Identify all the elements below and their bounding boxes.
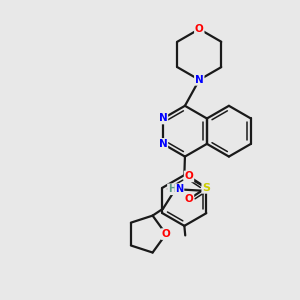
Text: O: O xyxy=(195,24,204,34)
Text: H: H xyxy=(168,184,176,194)
Text: N: N xyxy=(159,139,167,149)
Text: S: S xyxy=(202,183,210,193)
Text: N: N xyxy=(159,113,167,124)
Text: O: O xyxy=(162,229,170,239)
Text: O: O xyxy=(184,171,194,182)
Text: N: N xyxy=(195,75,204,85)
Text: O: O xyxy=(184,194,194,204)
Text: N: N xyxy=(176,184,184,194)
